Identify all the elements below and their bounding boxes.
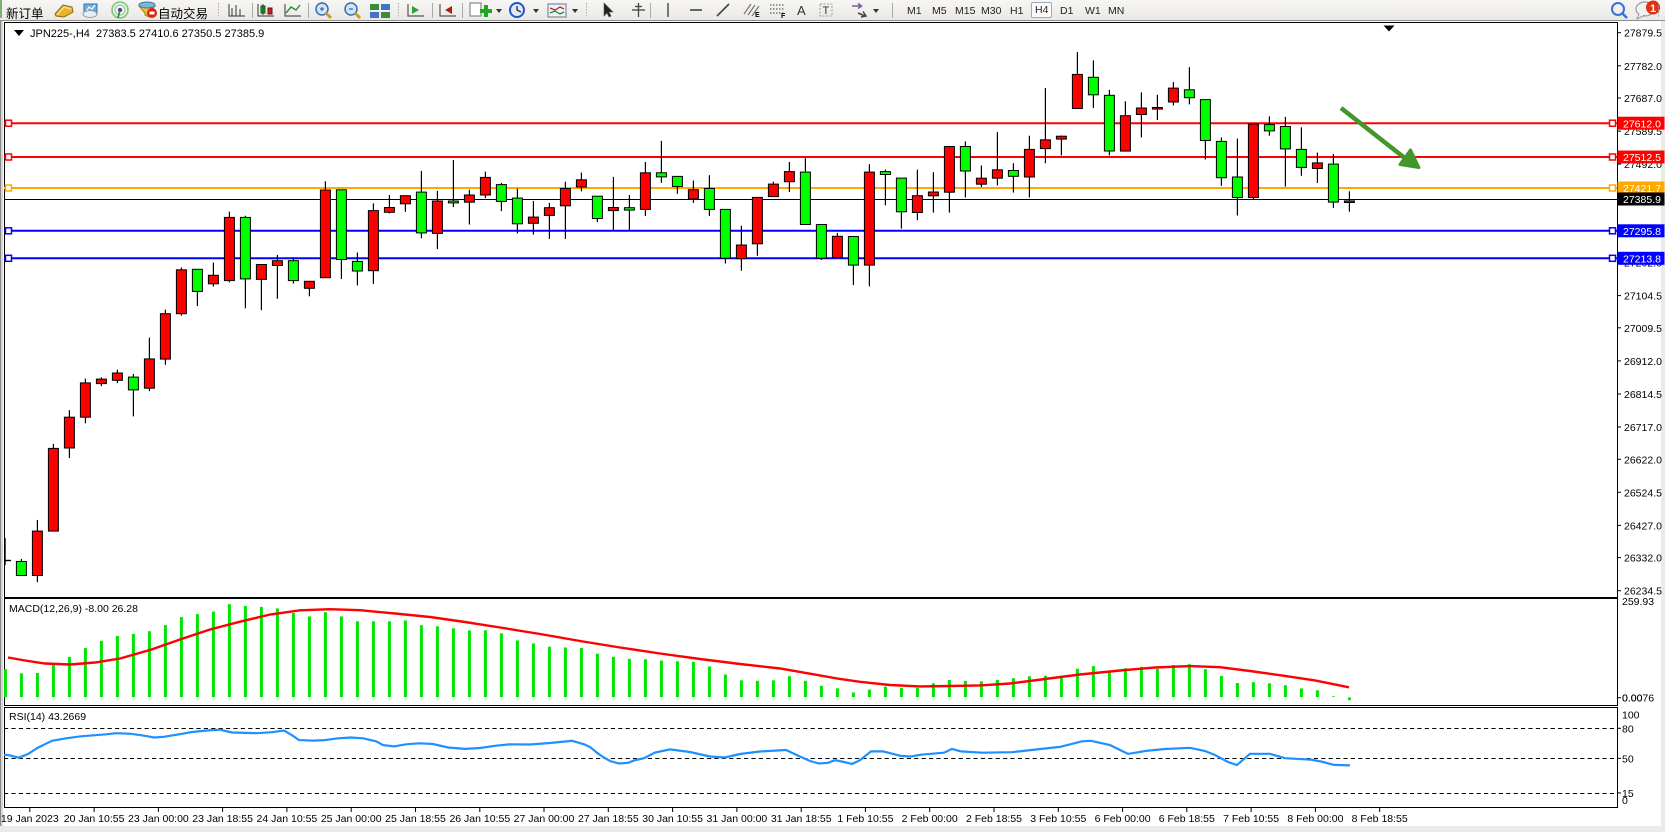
svg-text:6 Feb 18:55: 6 Feb 18:55 xyxy=(1159,813,1215,825)
svg-text:50: 50 xyxy=(1622,753,1634,765)
svg-text:0.00: 0.00 xyxy=(1622,693,1643,705)
svg-text:6 Feb 00:00: 6 Feb 00:00 xyxy=(1095,813,1151,825)
svg-text:7 Feb 10:55: 7 Feb 10:55 xyxy=(1223,813,1279,825)
svg-text:1: 1 xyxy=(1650,3,1656,15)
svg-text:24 Jan 10:55: 24 Jan 10:55 xyxy=(257,813,318,825)
svg-text:2 Feb 00:00: 2 Feb 00:00 xyxy=(902,813,958,825)
svg-text:T: T xyxy=(823,5,830,17)
svg-text:A: A xyxy=(797,3,806,18)
svg-text:27421.7: 27421.7 xyxy=(1623,183,1661,195)
svg-text:26332.0: 26332.0 xyxy=(1624,553,1662,565)
svg-text:15: 15 xyxy=(1622,788,1634,800)
svg-text:27879.5: 27879.5 xyxy=(1624,28,1662,40)
svg-text:26717.0: 26717.0 xyxy=(1624,422,1662,434)
svg-text:26622.0: 26622.0 xyxy=(1624,454,1662,466)
svg-text:27 Jan 18:55: 27 Jan 18:55 xyxy=(578,813,639,825)
svg-text:26912.0: 26912.0 xyxy=(1624,356,1662,368)
svg-text:27009.5: 27009.5 xyxy=(1624,323,1662,335)
svg-text:26427.0: 26427.0 xyxy=(1624,520,1662,532)
svg-text:26 Jan 10:55: 26 Jan 10:55 xyxy=(449,813,510,825)
svg-text:8 Feb 18:55: 8 Feb 18:55 xyxy=(1352,813,1408,825)
svg-text:27295.8: 27295.8 xyxy=(1623,226,1661,238)
svg-text:F: F xyxy=(781,13,786,20)
svg-text:27385.9: 27385.9 xyxy=(1623,194,1661,206)
svg-text:31 Jan 18:55: 31 Jan 18:55 xyxy=(771,813,832,825)
svg-text:100: 100 xyxy=(1622,709,1640,721)
svg-text:27512.5: 27512.5 xyxy=(1623,152,1661,164)
svg-text:25 Jan 18:55: 25 Jan 18:55 xyxy=(385,813,446,825)
svg-text:27687.0: 27687.0 xyxy=(1624,93,1662,105)
svg-text:26814.5: 26814.5 xyxy=(1624,389,1662,401)
svg-text:31 Jan 00:00: 31 Jan 00:00 xyxy=(707,813,768,825)
svg-text:1 Feb 10:55: 1 Feb 10:55 xyxy=(837,813,893,825)
svg-text:3 Feb 10:55: 3 Feb 10:55 xyxy=(1030,813,1086,825)
svg-text:23 Jan 18:55: 23 Jan 18:55 xyxy=(192,813,253,825)
svg-text:25 Jan 00:00: 25 Jan 00:00 xyxy=(321,813,382,825)
svg-text:80: 80 xyxy=(1622,723,1634,735)
svg-text:26524.5: 26524.5 xyxy=(1624,487,1662,499)
svg-text:0: 0 xyxy=(1622,795,1628,807)
svg-text:259.93: 259.93 xyxy=(1622,596,1654,608)
svg-text:27104.5: 27104.5 xyxy=(1624,291,1662,303)
svg-text:E: E xyxy=(755,12,760,19)
svg-text:20 Jan 10:55: 20 Jan 10:55 xyxy=(64,813,125,825)
svg-text:27612.0: 27612.0 xyxy=(1623,118,1661,130)
svg-text:8 Feb 00:00: 8 Feb 00:00 xyxy=(1287,813,1343,825)
svg-text:27213.8: 27213.8 xyxy=(1623,254,1661,266)
svg-text:JPN225-,H4 27383.5 27410.6 27: JPN225-,H4 27383.5 27410.6 27350.5 27385… xyxy=(30,28,264,40)
svg-text:26234.5: 26234.5 xyxy=(1624,586,1662,598)
svg-text:RSI(14) 43.2669: RSI(14) 43.2669 xyxy=(9,711,86,723)
svg-text:MACD(12,26,9) -8.00 26.28: MACD(12,26,9) -8.00 26.28 xyxy=(9,603,138,615)
svg-text:30 Jan 10:55: 30 Jan 10:55 xyxy=(642,813,703,825)
svg-text:27782.0: 27782.0 xyxy=(1624,61,1662,73)
svg-text:19 Jan 2023: 19 Jan 2023 xyxy=(1,813,59,825)
svg-text:0.0076: 0.0076 xyxy=(1622,693,1654,705)
svg-text:2 Feb 18:55: 2 Feb 18:55 xyxy=(966,813,1022,825)
svg-text:27 Jan 00:00: 27 Jan 00:00 xyxy=(514,813,575,825)
svg-text:23 Jan 00:00: 23 Jan 00:00 xyxy=(128,813,189,825)
